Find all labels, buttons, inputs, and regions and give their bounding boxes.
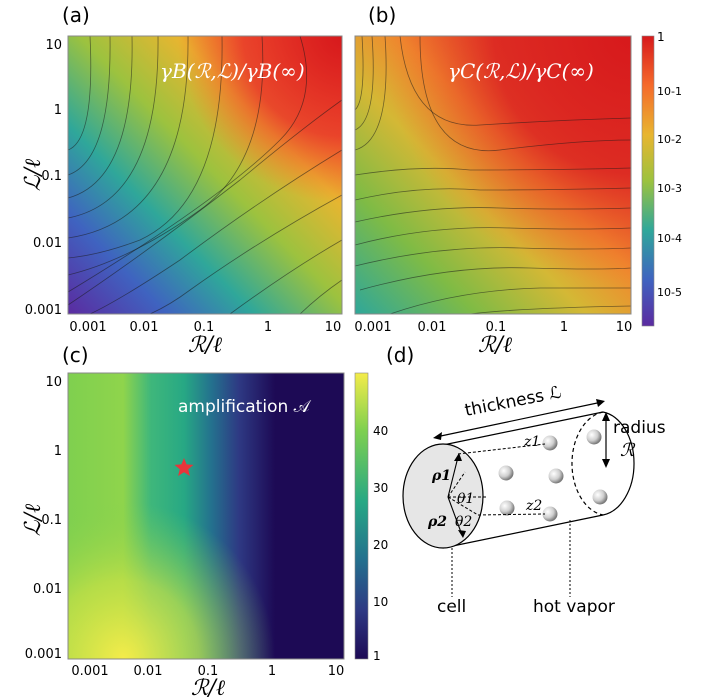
a-xtick-1: 1 — [264, 320, 272, 335]
panel-c-label: (c) — [62, 343, 89, 367]
panel-b-x-ticks: 0.001 0.01 0.1 1 10 — [354, 320, 632, 335]
panel-c-annotation: amplification 𝒜 — [178, 397, 312, 417]
panel-a: (a) γB(ℛ,ℒ)/γB(∞) — [62, 3, 343, 315]
panel-c-ylabel: ℒ/ℓ — [21, 503, 46, 536]
c-ytick-0.01: 0.01 — [33, 582, 62, 597]
c-xtick-10: 10 — [328, 664, 345, 679]
panel-b: (b) γC(ℛ,ℒ)/γC(∞) — [354, 3, 632, 315]
colorbar-top-tick-2: 10-1 — [657, 85, 682, 98]
b-xtick-1: 1 — [560, 320, 568, 335]
a-ytick-0.01: 0.01 — [33, 236, 62, 251]
atom — [542, 506, 558, 522]
c-ytick-10: 10 — [45, 375, 62, 390]
panel-b-xlabel: ℛ/ℓ — [478, 333, 513, 358]
atom — [542, 435, 558, 451]
b-xtick-10: 10 — [616, 320, 633, 335]
colorbar-bottom: 40 30 20 10 1 — [354, 372, 388, 663]
cell-label: cell — [437, 597, 466, 617]
panel-a-ylabel: ℒ/ℓ — [21, 158, 46, 191]
atom — [499, 500, 515, 516]
colorbar-bottom-tick-1: 1 — [373, 649, 381, 663]
rho1-label: ρ1 — [431, 468, 451, 484]
radius-label: radius — [613, 418, 666, 438]
a-ytick-0.1: 0.1 — [41, 169, 62, 184]
a-xtick-0.01: 0.01 — [130, 320, 159, 335]
colorbar-bottom-tick-40: 40 — [373, 424, 388, 438]
c-ytick-0.1: 0.1 — [41, 513, 62, 528]
panel-a-contours — [68, 36, 342, 314]
hot-vapor-label: hot vapor — [533, 597, 615, 617]
colorbar-top: 1 10-1 10-2 10-3 10-4 10-5 — [641, 30, 682, 327]
atom — [548, 468, 564, 484]
marker-star-icon — [174, 458, 194, 476]
atom — [586, 429, 602, 445]
c-ytick-1: 1 — [54, 444, 62, 459]
a-xtick-0.1: 0.1 — [194, 320, 215, 335]
a-ytick-1: 1 — [54, 103, 62, 118]
panel-d-label: (d) — [386, 343, 414, 367]
thickness-label: thickness ℒ — [463, 383, 563, 421]
panel-a-heatmap — [68, 36, 342, 314]
a-ytick-10: 10 — [45, 38, 62, 53]
c-xtick-0.001: 0.001 — [71, 664, 108, 679]
panel-a-xlabel: ℛ/ℓ — [188, 333, 223, 358]
atom — [592, 489, 608, 505]
radius-symbol: ℛ — [620, 440, 636, 461]
colorbar-bottom-tick-20: 20 — [373, 538, 388, 552]
c-xtick-1: 1 — [268, 664, 276, 679]
b-xtick-0.01: 0.01 — [418, 320, 447, 335]
panel-c: (c) amplification 𝒜 — [62, 343, 345, 660]
colorbar-top-tick-4: 10-3 — [657, 182, 682, 195]
panel-c-y-ticks: 10 1 0.1 0.01 0.001 — [25, 375, 62, 662]
panel-c-x-ticks: 0.001 0.01 0.1 1 10 — [71, 664, 344, 679]
a-xtick-0.001: 0.001 — [69, 320, 106, 335]
colorbar-top-tick-5: 10-4 — [657, 232, 682, 245]
panel-a-x-ticks: 0.001 0.01 0.1 1 10 — [69, 320, 341, 335]
cell-face — [402, 443, 484, 549]
colorbar-top-tick-3: 10-2 — [657, 133, 682, 146]
theta1-label: θ1 — [457, 491, 474, 507]
b-xtick-0.001: 0.001 — [354, 320, 391, 335]
rho2-label: ρ2 — [427, 514, 447, 530]
panel-b-heatmap — [355, 36, 631, 314]
atom — [498, 465, 514, 481]
panel-a-label: (a) — [62, 3, 90, 27]
panel-b-label: (b) — [368, 3, 396, 27]
theta2-label: θ2 — [455, 514, 472, 530]
colorbar-bottom-tick-10: 10 — [373, 595, 388, 609]
panel-b-formula: γC(ℛ,ℒ)/γC(∞) — [448, 59, 594, 83]
b-xtick-0.1: 0.1 — [486, 320, 507, 335]
panel-a-y-ticks: 10 1 0.1 0.01 0.001 — [25, 38, 62, 318]
a-xtick-10: 10 — [325, 320, 342, 335]
c-xtick-0.1: 0.1 — [198, 664, 219, 679]
panel-c-xlabel: ℛ/ℓ — [191, 676, 226, 698]
panel-b-contours — [355, 36, 631, 314]
colorbar-bottom-tick-30: 30 — [373, 481, 388, 495]
colorbar-top-tick-1: 1 — [657, 30, 665, 44]
a-ytick-0.001: 0.001 — [25, 303, 62, 318]
c-ytick-0.001: 0.001 — [25, 647, 62, 662]
z2-label: z2 — [525, 498, 542, 514]
panel-d: (d) thickness ℒ radius ℛ — [386, 343, 666, 617]
c-xtick-0.01: 0.01 — [134, 664, 163, 679]
colorbar-top-tick-6: 10-5 — [657, 286, 682, 299]
z1-label: z1 — [523, 434, 540, 450]
panel-a-formula: γB(ℛ,ℒ)/γB(∞) — [160, 59, 305, 83]
